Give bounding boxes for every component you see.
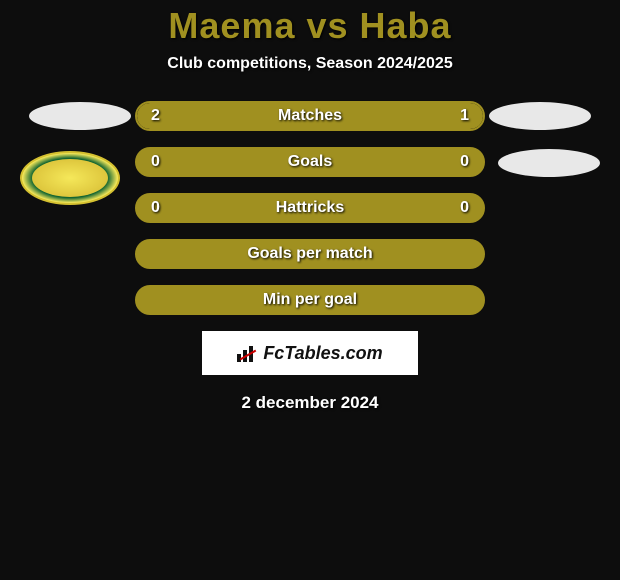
stat-right-value: 1 bbox=[460, 107, 469, 125]
stat-bar-track: 0 Goals 0 bbox=[135, 147, 485, 177]
stat-label: Min per goal bbox=[137, 291, 483, 309]
watermark: FcTables.com bbox=[202, 331, 418, 375]
stats-area: 2 Matches 1 0 Goals 0 bbox=[0, 101, 620, 315]
stat-bar-track: 2 Matches 1 bbox=[135, 101, 485, 131]
player-right-placeholder-icon bbox=[489, 102, 591, 130]
stat-row-goals-per-match: Goals per match bbox=[10, 239, 610, 269]
stat-label: Hattricks bbox=[137, 199, 483, 217]
fctables-logo-icon bbox=[237, 344, 259, 362]
club-right-slot bbox=[498, 149, 600, 177]
player-left-placeholder-icon bbox=[29, 102, 131, 130]
subtitle: Club competitions, Season 2024/2025 bbox=[0, 55, 620, 73]
stat-label: Matches bbox=[137, 107, 483, 125]
club-logo-left-wrap bbox=[20, 151, 120, 205]
club-right-placeholder-icon bbox=[498, 149, 600, 177]
stat-right-value: 0 bbox=[460, 153, 469, 171]
stat-label: Goals bbox=[137, 153, 483, 171]
comparison-widget: Maema vs Haba Club competitions, Season … bbox=[0, 0, 620, 413]
page-title: Maema vs Haba bbox=[0, 5, 620, 47]
stat-row-min-per-goal: Min per goal bbox=[10, 285, 610, 315]
watermark-text: FcTables.com bbox=[263, 343, 382, 364]
stat-bar-track: Min per goal bbox=[135, 285, 485, 315]
stat-bar-track: 0 Hattricks 0 bbox=[135, 193, 485, 223]
club-logo-icon bbox=[20, 151, 120, 205]
stat-right-value: 0 bbox=[460, 199, 469, 217]
player-left-slot bbox=[25, 102, 135, 130]
generated-date: 2 december 2024 bbox=[0, 393, 620, 413]
player-right-slot bbox=[485, 102, 595, 130]
stat-label: Goals per match bbox=[137, 245, 483, 263]
watermark-inner: FcTables.com bbox=[237, 343, 382, 364]
stat-bar-track: Goals per match bbox=[135, 239, 485, 269]
stat-row-matches: 2 Matches 1 bbox=[10, 101, 610, 131]
